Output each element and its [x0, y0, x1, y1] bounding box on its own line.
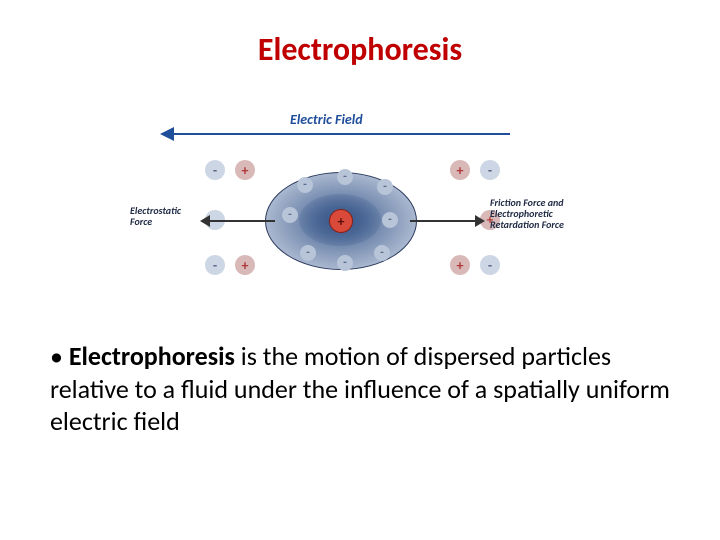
minus-ion: - — [377, 179, 393, 195]
minus-ion: - — [300, 245, 316, 261]
electric-field-arrow-head — [160, 127, 174, 141]
minus-ion: - — [337, 255, 353, 271]
particle-core: + — [329, 209, 353, 233]
electrostatic-arrow-shaft — [208, 220, 275, 222]
plus-ion: + — [450, 160, 470, 180]
minus-ion: - — [205, 160, 225, 180]
electrostatic-arrow-head — [200, 215, 210, 227]
minus-ion: - — [374, 245, 390, 261]
plus-ion: + — [235, 255, 255, 275]
minus-ion: - — [297, 177, 313, 193]
minus-ion: - — [282, 207, 298, 223]
friction-arrow-head — [475, 215, 485, 227]
electric-field-label: Electric Field — [290, 111, 363, 128]
friction-force-label: Friction Force and Electrophoretic Retar… — [490, 197, 564, 230]
slide-title: Electrophoresis — [0, 30, 720, 69]
minus-ion: - — [382, 212, 398, 228]
electrophoresis-diagram: Electric Field + -------- ++++ ------ + … — [130, 105, 590, 305]
minus-ion: - — [205, 255, 225, 275]
electrostatic-force-label: Electrostatic Force — [130, 205, 181, 227]
minus-ion: - — [480, 160, 500, 180]
plus-ion: + — [235, 160, 255, 180]
bullet-bold: Electrophoresis — [69, 340, 235, 372]
electric-field-arrow-shaft — [170, 133, 510, 135]
bullet-marker: • — [50, 340, 63, 372]
plus-ion: + — [450, 255, 470, 275]
minus-ion: - — [480, 255, 500, 275]
friction-arrow-shaft — [410, 220, 477, 222]
minus-ion: - — [337, 169, 353, 185]
definition-bullet: • Electrophoresis is the motion of dispe… — [50, 340, 670, 438]
label-line: Retardation Force — [490, 218, 564, 231]
label-line: Force — [130, 215, 152, 228]
